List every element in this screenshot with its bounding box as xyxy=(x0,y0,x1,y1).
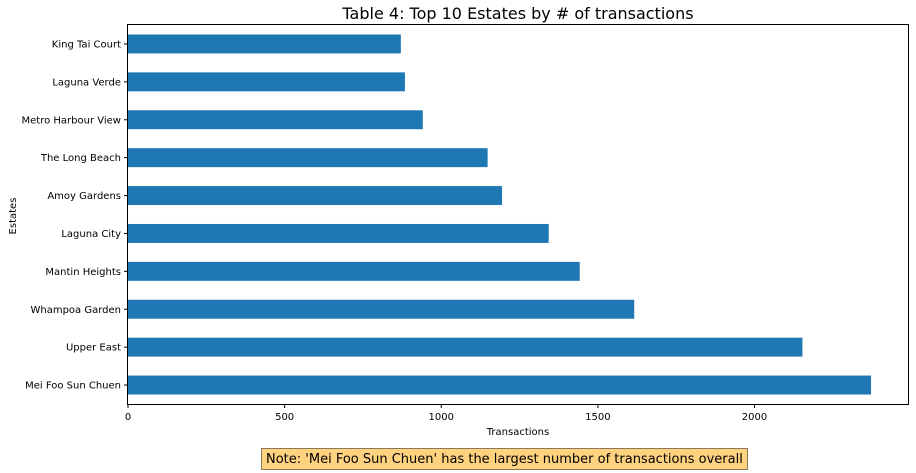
bars-layer xyxy=(128,34,872,395)
bar xyxy=(128,299,635,319)
x-axis-ticks: 0 500 1000 1500 2000 xyxy=(125,404,767,423)
bar xyxy=(128,375,872,395)
x-tick-label: 0 xyxy=(125,412,131,423)
bar xyxy=(128,186,503,206)
x-tick-label: 1500 xyxy=(585,412,610,423)
x-axis-label: Transactions xyxy=(486,427,549,438)
y-tick-label: Whampoa Garden xyxy=(30,305,121,316)
y-axis-ticks: Mei Foo Sun Chuen Upper East Whampoa Garde… xyxy=(22,39,128,392)
chart-title: Table 4: Top 10 Estates by # of transact… xyxy=(341,4,693,23)
bar xyxy=(128,34,401,54)
y-tick-label: The Long Beach xyxy=(40,153,121,164)
y-tick-label: Metro Harbour View xyxy=(22,115,121,126)
y-tick-label: Mantin Heights xyxy=(45,267,121,278)
y-tick-label: Amoy Gardens xyxy=(47,191,121,202)
x-tick-label: 1000 xyxy=(429,412,454,423)
note-annotation: Note: 'Mei Foo Sun Chuen' has the larges… xyxy=(261,448,748,470)
x-tick-label: 500 xyxy=(275,412,294,423)
y-axis-label: Estates xyxy=(8,198,19,235)
bar xyxy=(128,148,488,168)
plot-area-frame xyxy=(127,24,909,405)
y-tick-label: Upper East xyxy=(66,343,121,354)
y-tick-label: Laguna Verde xyxy=(52,77,121,88)
x-tick-label: 2000 xyxy=(742,412,767,423)
bar xyxy=(128,337,803,357)
y-tick-label: Laguna City xyxy=(61,229,121,240)
bar xyxy=(128,223,549,243)
bar xyxy=(128,261,580,281)
y-tick-label: King Tai Court xyxy=(52,39,121,50)
y-tick-label: Mei Foo Sun Chuen xyxy=(25,381,121,392)
bar xyxy=(128,72,405,92)
bar xyxy=(128,110,423,130)
